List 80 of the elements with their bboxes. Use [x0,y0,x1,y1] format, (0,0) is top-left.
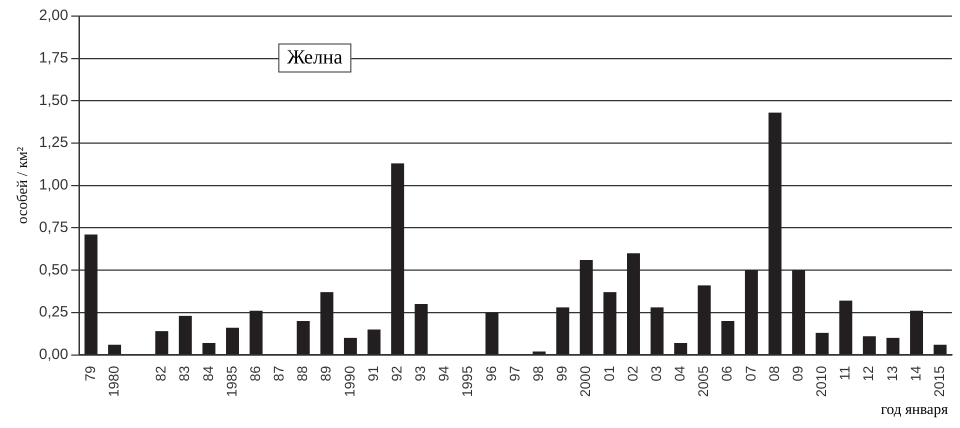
x-tick-label: 07 [742,366,758,382]
bar [84,234,98,354]
bar [532,351,546,354]
bar [603,292,616,354]
x-tick-label: 92 [388,366,404,382]
x-tick-label: 1980 [105,366,122,398]
y-tick-label: 1,75 [38,50,68,66]
bar [698,285,711,354]
y-tick-label: 1,25 [38,134,68,152]
x-tick-label: 94 [436,366,452,382]
bar [839,300,852,354]
x-tick-label: 1990 [341,366,358,398]
bar [792,270,806,354]
x-tick-label: 83 [176,366,192,382]
bar [627,253,640,354]
x-tick-label: 02 [624,366,640,382]
bar [368,329,381,354]
bar [910,310,924,354]
bar [485,312,498,354]
y-tick-label: 0,25 [38,304,68,321]
x-tick-label: 08 [766,366,782,382]
x-tick-label: 86 [246,366,263,382]
text: Желна [278,44,352,73]
bar [108,344,122,354]
x-tick-label: 91 [364,366,381,382]
x-axis-title: год января [880,402,948,419]
x-tick-label: 97 [506,366,522,382]
bar [414,304,428,354]
x-tick-label: 79 [82,366,98,382]
x-tick-label: 13 [884,366,900,382]
x-tick-label: 88 [294,366,310,382]
bar [650,307,664,354]
x-tick-label: 84 [200,366,216,382]
y-axis-title: особей / км² [14,146,31,224]
x-tick-label: 2000 [577,366,594,398]
bar [674,342,688,354]
x-tick-label: 03 [648,366,664,382]
x-tick-label: 96 [482,366,499,382]
bar [226,328,239,354]
x-tick-label: 2005 [695,366,712,398]
y-tick-label: 1,00 [38,176,68,194]
bar [768,112,782,354]
x-tick-label: 99 [554,366,570,382]
x-tick-label: 87 [270,366,287,382]
bar [202,342,216,354]
x-tick-label: 2015 [930,366,947,398]
x-tick-label: 2010 [813,366,830,398]
x-tick-label: 04 [672,366,688,382]
bar [391,163,404,354]
x-tick-label: 11 [836,366,853,380]
bar [721,320,734,354]
x-tick-label: 06 [718,366,735,382]
bar [556,307,570,354]
x-tick-label: 93 [412,366,428,382]
bar [816,332,829,354]
x-tick-label: 82 [152,366,169,382]
bar [344,338,357,354]
bar [862,336,876,354]
x-tick-label: 12 [860,366,876,382]
x-tick-label: 89 [318,366,334,382]
bar [744,270,758,354]
x-tick-label: 1995 [459,366,476,398]
y-tick-label: 0,00 [38,346,68,363]
y-tick-label: 1,50 [38,92,68,109]
x-tick-label: 1985 [223,366,240,398]
y-tick-label: 0,75 [38,218,68,236]
bar [250,310,263,354]
bar [886,338,900,354]
bar [178,316,192,354]
x-tick-label: 98 [530,366,546,382]
y-tick-label: 0,50 [38,261,68,278]
bar [155,331,168,354]
x-tick-label: 09 [789,366,806,382]
bar [580,260,593,354]
x-tick-label: 14 [907,366,924,382]
bar [934,344,947,354]
x-tick-label: 01 [600,366,617,382]
y-tick-label: 2,00 [38,7,68,24]
bar [320,292,334,354]
bar [296,320,310,354]
